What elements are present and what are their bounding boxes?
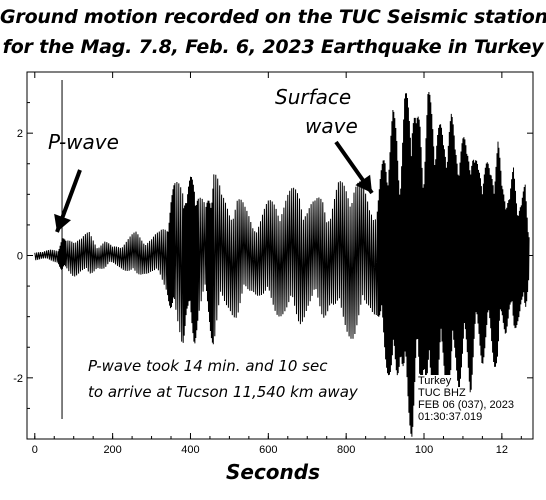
arrival-note-line-1: P-wave took 14 min. and 10 sec — [88, 357, 328, 375]
x-tick-label: 12 — [496, 444, 508, 456]
x-axis: 0 200 400 600 800 100 12 — [32, 72, 522, 456]
x-tick-label: 200 — [103, 444, 121, 456]
seismogram-trace — [34, 91, 530, 437]
station-info-region: Turkey — [416, 375, 454, 387]
annotation-arrows — [54, 140, 374, 233]
chart-title-line-2: for the Mag. 7.8, Feb. 6, 2023 Earthquak… — [2, 36, 544, 58]
surface-wave-arrow-head — [355, 174, 372, 193]
station-info-date: FEB 06 (037), 2023 — [416, 399, 517, 411]
y-tick-label: -2 — [13, 373, 23, 385]
y-axis: 2 0 -2 — [13, 102, 533, 409]
seismogram-series — [34, 91, 530, 437]
surface-wave-label-line-1: Surface — [275, 85, 352, 109]
station-info-channel: TUC BHZ — [416, 387, 468, 399]
y-tick-label: 2 — [17, 128, 23, 140]
x-axis-label: Seconds — [225, 460, 321, 484]
x-tick-label: 100 — [415, 444, 433, 456]
x-tick-label: 0 — [32, 444, 38, 456]
y-tick-label: 0 — [17, 251, 23, 263]
p-wave-arrow-head — [54, 213, 72, 232]
station-info-time: 01:30:37.019 — [416, 411, 485, 423]
p-wave-label: P-wave — [48, 130, 119, 154]
surface-wave-label-line-2: wave — [305, 114, 358, 138]
x-tick-label: 400 — [181, 444, 199, 456]
arrival-note-line-2: to arrive at Tucson 11,540 km away — [88, 383, 358, 401]
x-tick-label: 600 — [259, 444, 277, 456]
x-tick-label: 800 — [337, 444, 355, 456]
chart-title-line-1: Ground motion recorded on the TUC Seismi… — [0, 6, 546, 28]
